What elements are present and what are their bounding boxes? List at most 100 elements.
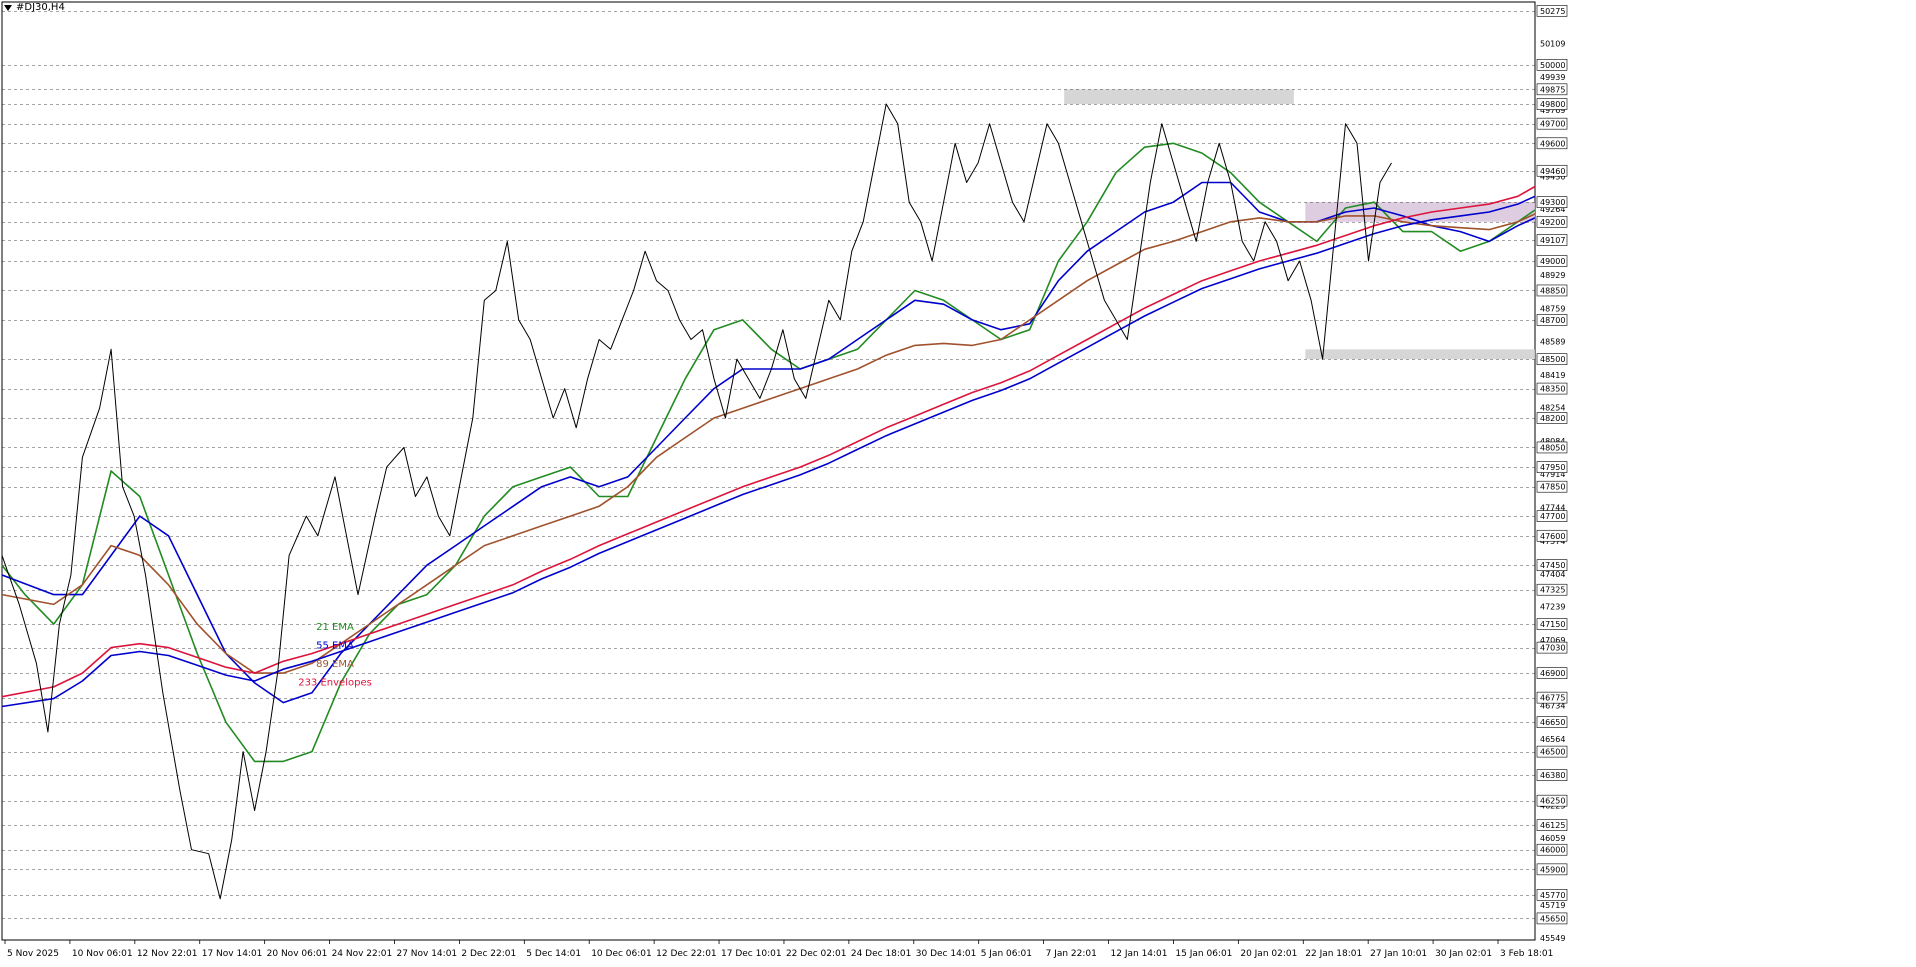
x-tick-label: 10 Dec 06:01	[591, 949, 652, 959]
level-label-box	[1536, 794, 1568, 807]
level-label-box	[1536, 117, 1568, 130]
level-label: 50275	[1540, 7, 1565, 16]
level-label: 46650	[1540, 718, 1565, 727]
y-tick-label: 48929	[1540, 271, 1565, 280]
x-tick-label: 12 Nov 22:01	[137, 949, 198, 959]
level-label: 47450	[1540, 561, 1565, 570]
level-label: 47700	[1540, 512, 1565, 521]
level-label: 45900	[1540, 865, 1565, 874]
y-tick-label: 48589	[1540, 338, 1565, 347]
level-label-box	[1536, 215, 1568, 228]
level-label-box	[1536, 769, 1568, 781]
level-label-box	[1536, 196, 1568, 208]
symbol-header[interactable]: #DJ30,H4	[4, 2, 65, 13]
y-tick-label: 49430	[1540, 173, 1565, 182]
dropdown-arrow-icon[interactable]	[4, 4, 12, 11]
level-label: 46900	[1540, 669, 1565, 678]
level-label-box	[1536, 234, 1568, 246]
series-line-price	[1, 103, 1392, 900]
level-label: 47600	[1540, 532, 1565, 541]
level-label-box	[1536, 641, 1568, 654]
series-line-233-ema	[1, 195, 1536, 708]
level-label: 47850	[1540, 483, 1565, 492]
level-label-box	[1536, 889, 1568, 901]
level-label-box	[1536, 863, 1568, 876]
level-label-box	[1536, 382, 1568, 395]
level-label-box	[1536, 716, 1568, 728]
level-label-box	[1536, 5, 1568, 17]
x-tick-label: 10 Nov 06:01	[72, 949, 133, 959]
y-tick-label: 49769	[1540, 106, 1565, 115]
x-tick-label: 15 Jan 06:01	[1175, 949, 1232, 959]
y-tick-label: 48759	[1540, 304, 1565, 313]
level-label: 46250	[1540, 797, 1565, 806]
x-tick-label: 24 Dec 18:01	[851, 949, 912, 959]
x-tick-label: 17 Nov 14:01	[202, 949, 263, 959]
level-label-box	[1536, 480, 1568, 493]
x-tick-label: 30 Dec 14:01	[916, 949, 977, 959]
y-tick-label: 49939	[1540, 73, 1565, 82]
level-label-box	[1536, 412, 1568, 424]
price-zone-1	[1305, 202, 1535, 222]
x-tick-label: 5 Nov 2025	[7, 949, 59, 959]
x-tick-label: 2 Dec 22:01	[461, 949, 516, 959]
price-zone-2	[1305, 349, 1535, 360]
y-tick-label: 45719	[1540, 901, 1565, 910]
level-label: 49875	[1540, 85, 1565, 94]
y-tick-label: 46734	[1540, 702, 1565, 711]
x-tick-label: 20 Jan 02:01	[1240, 949, 1297, 959]
y-tick-label: 45549	[1540, 934, 1565, 943]
level-label-box	[1536, 843, 1568, 856]
level-label: 47950	[1540, 463, 1565, 472]
y-tick-label: 47914	[1540, 470, 1565, 479]
x-tick-label: 24 Nov 22:01	[332, 949, 393, 959]
level-label-box	[1536, 529, 1568, 542]
level-label: 45770	[1540, 891, 1565, 900]
level-label: 49200	[1540, 218, 1565, 227]
x-tick-label: 5 Dec 14:01	[526, 949, 581, 959]
level-label: 49300	[1540, 198, 1565, 207]
level-label: 48350	[1540, 385, 1565, 394]
price-zone-0	[1064, 89, 1294, 105]
level-label-box	[1536, 691, 1568, 704]
symbol-label: #DJ30,H4	[16, 2, 65, 13]
y-tick-label: 47239	[1540, 603, 1565, 612]
level-label: 48200	[1540, 414, 1565, 423]
level-label: 50000	[1540, 61, 1565, 70]
level-label-box	[1536, 912, 1568, 925]
x-tick-label: 22 Jan 18:01	[1305, 949, 1362, 959]
level-label-box	[1536, 583, 1568, 596]
x-tick-label: 30 Jan 02:01	[1435, 949, 1492, 959]
series-line-89-ema	[1, 213, 1536, 674]
y-tick-label: 46059	[1540, 834, 1565, 843]
y-tick-label: 47069	[1540, 636, 1565, 645]
level-label: 48500	[1540, 355, 1565, 364]
level-label: 48850	[1540, 286, 1565, 295]
level-label-box	[1536, 618, 1568, 630]
level-label-box	[1536, 667, 1568, 679]
level-label: 46000	[1540, 846, 1565, 855]
level-label-box	[1536, 745, 1568, 758]
legend-entry: 21 EMA	[316, 622, 354, 633]
y-tick-label: 47744	[1540, 503, 1565, 512]
level-label: 48050	[1540, 443, 1565, 452]
x-tick-label: 17 Dec 10:01	[721, 949, 782, 959]
x-tick-label: 27 Jan 10:01	[1370, 949, 1427, 959]
x-tick-label: 20 Nov 06:01	[267, 949, 328, 959]
level-label: 49600	[1540, 139, 1565, 148]
level-label: 49107	[1540, 236, 1565, 245]
level-label: 47150	[1540, 620, 1565, 629]
level-label: 47030	[1540, 644, 1565, 653]
level-label-box	[1536, 137, 1568, 150]
y-tick-label: 46564	[1540, 735, 1565, 744]
level-label-box	[1536, 353, 1568, 365]
level-label-box	[1536, 559, 1568, 571]
level-label-box	[1536, 819, 1568, 832]
level-label: 49000	[1540, 257, 1565, 266]
level-label: 49460	[1540, 167, 1565, 176]
level-label: 46500	[1540, 748, 1565, 757]
x-tick-label: 5 Jan 06:01	[981, 949, 1032, 959]
x-tick-label: 22 Dec 02:01	[786, 949, 847, 959]
